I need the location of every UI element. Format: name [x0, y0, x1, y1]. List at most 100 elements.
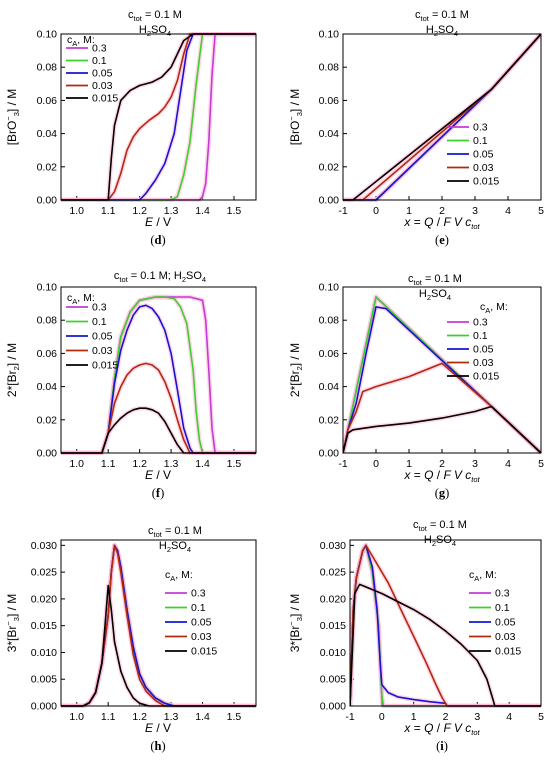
legend-label: 0.03 [191, 631, 212, 643]
y-tick-label: 0.06 [319, 95, 340, 107]
chart-header: ctot = 0.1 M [148, 525, 202, 539]
legend-label: 0.015 [92, 360, 118, 372]
x-tick-label: 5 [538, 458, 544, 470]
y-tick-label: 0.020 [320, 593, 346, 605]
legend-label: 0.3 [473, 122, 488, 134]
y-tick-label: 0.06 [319, 348, 340, 360]
y-axis-label: 2*[Br2] / M [288, 343, 304, 397]
x-tick-label: 4 [505, 458, 511, 470]
y-tick-label: 0.025 [320, 567, 346, 579]
series-line-0.1 [61, 33, 256, 201]
x-tick-label: 2 [439, 205, 445, 217]
legend: cA, M: 0.3 0.1 0.05 0.03 0.015 [66, 292, 118, 372]
plot-area: 1.0 1.1 1.2 1.3 1.4 1.5 0.000 0.005 0.010 0.015 0.… [31, 540, 256, 723]
legend-label: 0.03 [473, 162, 494, 174]
chart-header: ctot = 0.1 M; H2SO4 [114, 270, 206, 284]
y-tick-label: 0.00 [319, 448, 340, 460]
y-tick-label: 0.030 [320, 540, 346, 552]
chart-header: ctot = 0.1 M [413, 519, 467, 533]
y-tick-label: 0.08 [37, 62, 58, 74]
legend-label: 0.3 [495, 588, 510, 600]
series-line-0.015 [343, 33, 541, 201]
y-axis-label: [BrO−3] / M [287, 89, 304, 146]
x-tick-label: 1.3 [164, 205, 179, 217]
x-tick-label: 1.2 [132, 458, 147, 470]
series-halo [61, 583, 256, 708]
legend-title: cA, M: [480, 301, 508, 315]
x-tick-label: 1.4 [195, 711, 210, 723]
x-tick-label: 1.2 [132, 711, 147, 723]
x-tick-label: 1.1 [101, 205, 116, 217]
legend-label: 0.015 [473, 176, 499, 188]
series-group [61, 32, 256, 202]
y-tick-label: 0.04 [319, 381, 340, 393]
legend-label: 0.03 [92, 80, 113, 92]
series-halo [343, 32, 541, 202]
legend-label: 0.1 [473, 330, 488, 342]
series-group [343, 32, 541, 202]
legend-title: cA, M: [67, 292, 95, 306]
x-tick-label: 3 [474, 711, 480, 723]
legend-label: 0.3 [191, 588, 206, 600]
x-tick-label: 0 [379, 711, 385, 723]
series-line-0.1 [61, 544, 256, 707]
x-axis-label: x = Q / F V ctot [403, 215, 480, 231]
x-tick-label: 1 [406, 458, 412, 470]
panel-label: (d) [150, 233, 165, 247]
x-tick-label: -1 [345, 711, 354, 723]
series-group [61, 543, 256, 708]
panel-d: 1.0 1.1 1.2 1.3 1.4 1.5 0.00 0.02 0.04 0.06 0.08 0.… [4, 9, 257, 247]
y-tick-label: 0.10 [319, 282, 340, 294]
axes-frame [60, 539, 257, 707]
series-line-0.015 [343, 405, 541, 454]
y-tick-label: 0.00 [37, 195, 58, 207]
y-tick-label: 0.10 [37, 282, 58, 294]
y-tick-label: 0.04 [37, 381, 58, 393]
y-tick-label: 0.010 [320, 647, 346, 659]
legend-label: 0.05 [473, 149, 494, 161]
axes-frame [60, 286, 257, 454]
y-tick-label: 0.08 [37, 315, 58, 327]
y-tick-label: 0.005 [31, 674, 57, 686]
legend-label: 0.015 [495, 646, 521, 658]
plot-area: -1 0 1 2 3 4 5 0.00 0.02 0.04 0.06 0.08 0.10 [319, 282, 545, 471]
plot-area: 1.0 1.1 1.2 1.3 1.4 1.5 0.00 0.02 0.04 0.06 0.08 0.… [37, 29, 256, 217]
series-halo [343, 32, 541, 202]
x-tick-label: -1 [338, 205, 347, 217]
series-line-0.03 [61, 362, 256, 454]
y-tick-label: 0.08 [319, 62, 340, 74]
chart-header: H2SO4 [419, 288, 451, 302]
series-group [343, 294, 541, 455]
series-line-0.03 [343, 362, 541, 454]
series-line-0.015 [350, 583, 541, 707]
series-line-0.3 [61, 544, 256, 707]
panel-g: -1 0 1 2 3 4 5 0.00 0.02 0.04 0.06 0.08 0.10 ctot = … [288, 273, 544, 500]
legend-label: 0.05 [92, 331, 113, 343]
x-tick-label: 0 [373, 205, 379, 217]
legend-label: 0.3 [92, 43, 107, 55]
chart-header: ctot = 0.1 M [415, 9, 469, 23]
series-line-0.1 [343, 33, 541, 201]
y-tick-label: 0.000 [320, 701, 346, 713]
legend: cA, M: 0.3 0.1 0.05 0.03 0.015 [469, 569, 521, 658]
series-line-0.03 [61, 33, 256, 201]
series-line-0.03 [61, 544, 256, 707]
x-tick-label: 5 [538, 205, 544, 217]
x-tick-label: 2 [439, 458, 445, 470]
x-axis-label: E / V [145, 721, 171, 735]
panel-label: (h) [150, 739, 165, 753]
x-tick-label: 0 [373, 458, 379, 470]
x-axis-label: x = Q / F V ctot [403, 721, 480, 737]
legend-label: 0.015 [473, 371, 499, 383]
series-group [61, 294, 256, 455]
legend-label: 0.03 [473, 357, 494, 369]
series-halo [61, 303, 256, 455]
series-halo [61, 543, 256, 708]
legend-label: 0.03 [495, 631, 516, 643]
chart-header: H2SO4 [139, 24, 171, 38]
panel-label: (i) [436, 739, 448, 753]
y-axis-label: 3*[Br−3] / M [287, 594, 304, 653]
legend-label: 0.015 [191, 646, 217, 658]
x-tick-label: 1.1 [101, 711, 116, 723]
chart-header: ctot = 0.1 M [128, 9, 182, 23]
